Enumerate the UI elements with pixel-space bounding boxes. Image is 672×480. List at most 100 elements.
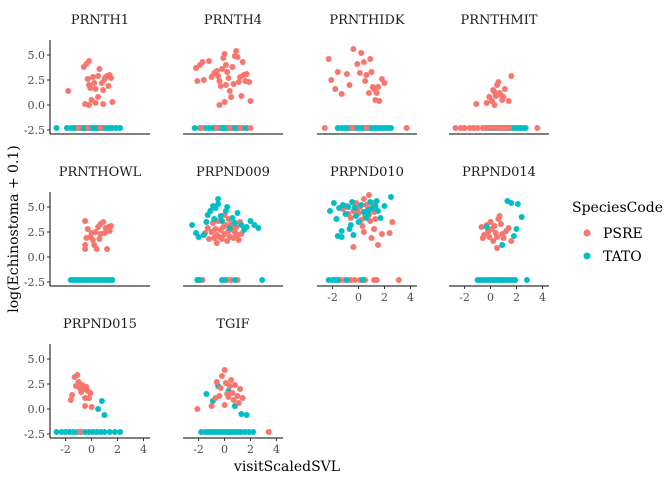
data-point (359, 223, 366, 229)
data-point (388, 125, 394, 131)
data-point (487, 219, 494, 225)
legend-label-tato: TATO (603, 249, 642, 265)
data-point (229, 390, 236, 396)
data-point (367, 199, 374, 205)
panel-title-prpnd009: PRPND009 (196, 165, 270, 180)
data-point (373, 90, 380, 96)
data-point (75, 125, 82, 131)
data-point (84, 125, 91, 131)
data-point (231, 277, 238, 283)
data-point (204, 212, 211, 218)
series-tato (67, 277, 116, 283)
x-tick-label: 4 (407, 291, 414, 304)
data-point (505, 98, 512, 104)
data-point (371, 226, 378, 232)
data-point (234, 393, 241, 399)
data-point (215, 201, 222, 207)
y-axis-title: log(Echinostoma + 0.1) (6, 145, 22, 313)
x-tick-label: -2 (327, 291, 338, 304)
data-point (238, 222, 245, 228)
data-point (96, 66, 103, 72)
data-point (219, 373, 225, 379)
data-point (510, 233, 517, 239)
data-point (92, 86, 99, 92)
series-psre (194, 367, 272, 435)
data-point (375, 84, 381, 90)
data-point (86, 102, 92, 108)
data-point (508, 73, 515, 79)
data-point (368, 235, 375, 241)
facet-panels: PRNTH1 -2.5 0.0 2.5 5.0 PRNTH4 PRNTHIDK PRNTHMI… (24, 13, 549, 456)
data-point (347, 222, 354, 228)
data-point (338, 234, 345, 240)
y-tick-label: -2.5 (24, 124, 45, 137)
data-point (86, 58, 92, 64)
data-point (363, 72, 370, 78)
data-point (221, 367, 228, 373)
data-point (353, 213, 359, 219)
data-point (199, 59, 206, 65)
series-tato (191, 125, 250, 131)
panel-title-prpnd014: PRPND014 (462, 165, 536, 180)
data-point (512, 277, 519, 283)
data-point (350, 244, 357, 250)
data-point (376, 98, 383, 104)
data-point (234, 210, 241, 216)
data-point (215, 196, 222, 202)
data-point (246, 79, 253, 85)
data-point (479, 235, 486, 241)
data-point (221, 277, 228, 283)
data-point (76, 429, 83, 435)
data-point (221, 402, 228, 408)
legend-label-psre: PSRE (603, 226, 643, 242)
data-point (226, 125, 233, 131)
data-point (221, 51, 228, 57)
data-point (65, 88, 72, 94)
y-tick-label: -2.5 (24, 428, 45, 441)
data-point (508, 238, 515, 244)
data-point (95, 406, 102, 412)
data-point (226, 88, 233, 94)
data-point (229, 64, 236, 70)
data-point (243, 71, 250, 77)
data-point (490, 238, 497, 244)
data-point (239, 59, 246, 65)
x-tick-label: 2 (114, 443, 121, 456)
x-tick-label: 4 (539, 291, 546, 304)
data-point (108, 223, 114, 229)
series-psre (193, 48, 254, 131)
data-point (204, 225, 211, 231)
panel-title-prnthidk: PRNTHIDK (329, 13, 404, 28)
data-point (239, 395, 246, 401)
data-point (230, 81, 237, 87)
data-point (84, 226, 91, 232)
data-point (233, 48, 240, 54)
x-tick-label: -2 (459, 291, 470, 304)
data-point (389, 219, 396, 225)
data-point (358, 202, 365, 208)
data-point (395, 277, 402, 283)
data-point (221, 99, 228, 105)
data-point (109, 277, 116, 283)
panel-title-prnthmit: PRNTHMIT (460, 13, 537, 28)
data-point (505, 225, 512, 231)
data-point (534, 125, 541, 131)
data-point (225, 75, 232, 81)
data-point (351, 277, 358, 283)
series-psre (452, 73, 541, 131)
data-point (332, 86, 339, 92)
series-tato (325, 194, 394, 283)
data-point (200, 232, 207, 238)
data-point (350, 232, 357, 238)
data-point (88, 404, 95, 410)
y-tick-label: 2.5 (28, 226, 46, 239)
data-point (106, 228, 113, 234)
data-point (479, 277, 486, 283)
data-point (219, 236, 225, 242)
data-point (194, 406, 201, 412)
panel-title-prnthowl: PRNTHOWL (59, 165, 142, 180)
data-point (84, 76, 91, 82)
data-point (117, 429, 124, 435)
data-point (487, 125, 494, 131)
data-point (217, 83, 224, 89)
